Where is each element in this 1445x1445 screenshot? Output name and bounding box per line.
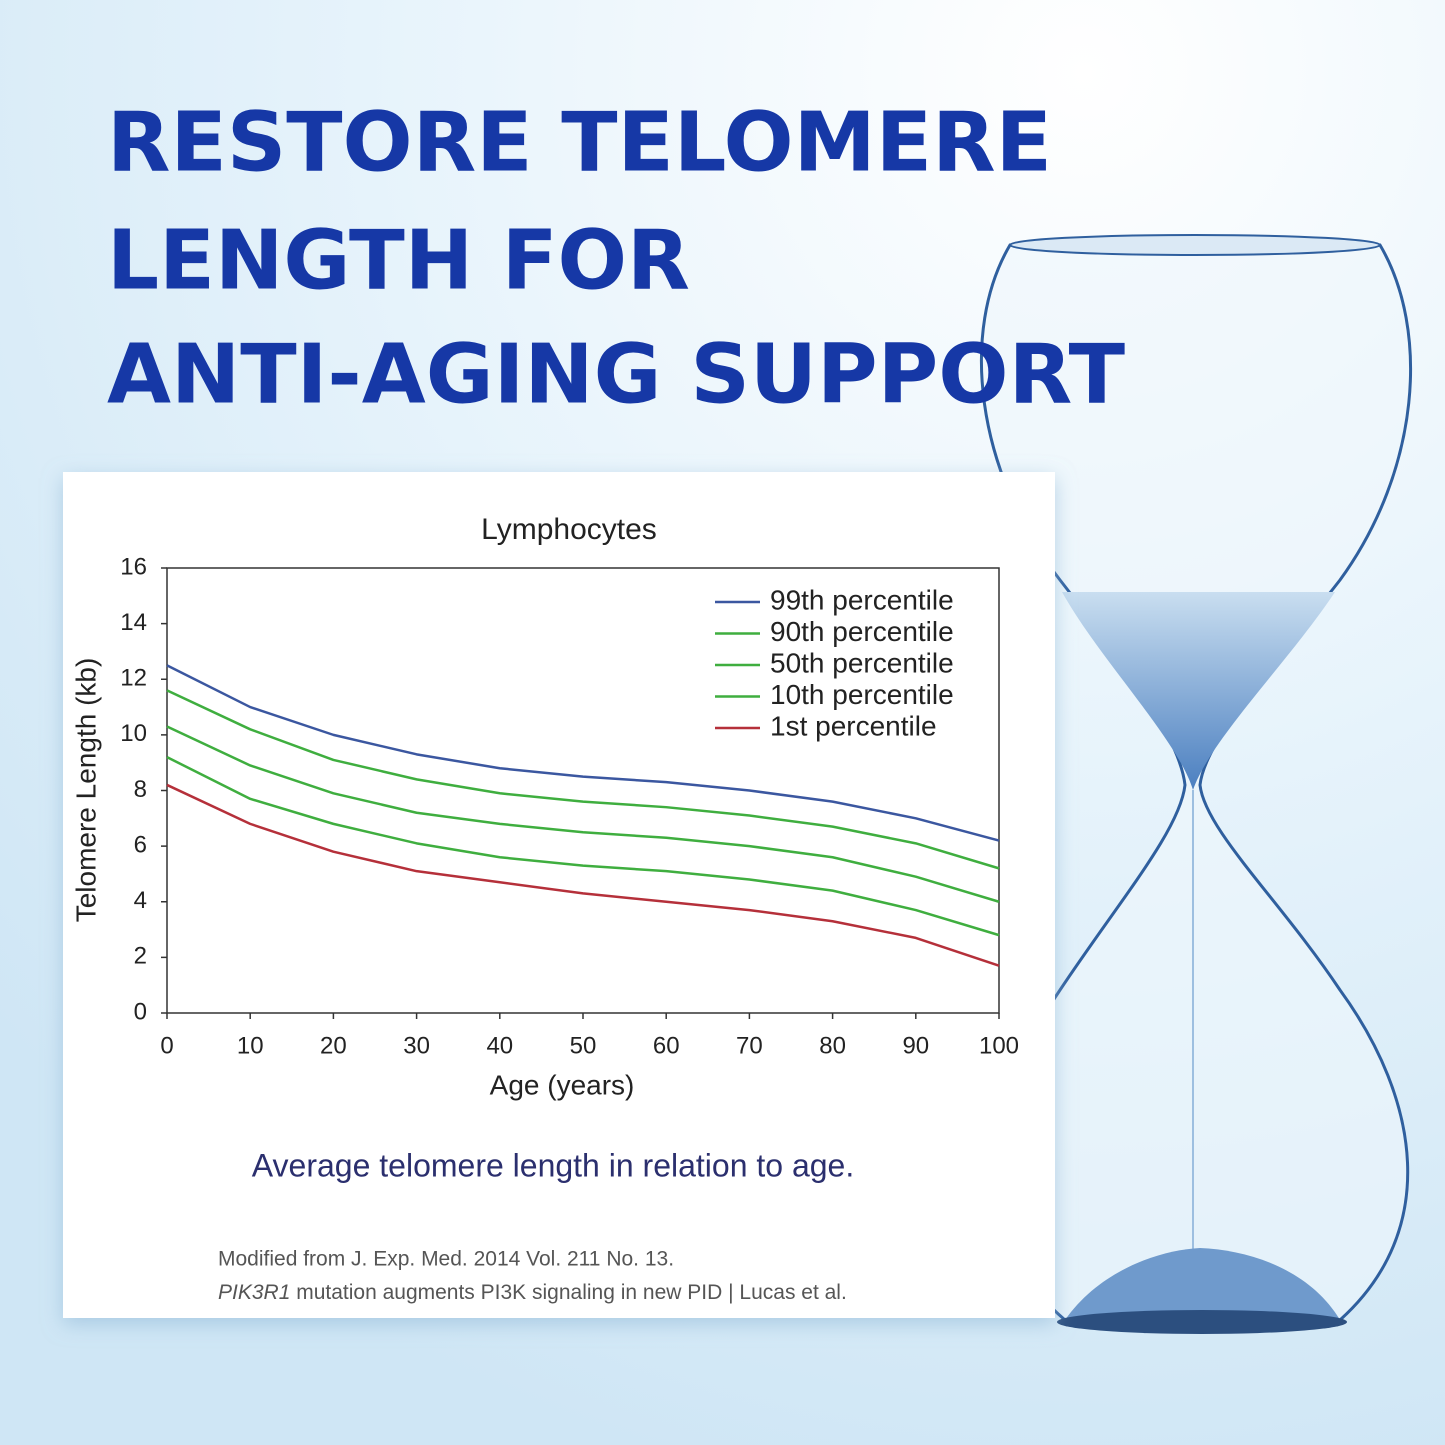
- y-tick-label: 0: [134, 998, 147, 1025]
- y-tick-label: 6: [134, 831, 147, 858]
- series-line: [166, 689, 1000, 870]
- sand-bottom: [1065, 1248, 1340, 1320]
- x-tick-label: 100: [979, 1032, 1019, 1059]
- caption: Average telomere length in relation to a…: [252, 1147, 854, 1183]
- x-tick-label: 0: [160, 1032, 173, 1059]
- y-tick-label: 4: [134, 887, 147, 914]
- legend-label: 1st percentile: [770, 710, 937, 741]
- x-tick-label: 20: [320, 1032, 347, 1059]
- x-tick-label: 80: [819, 1032, 846, 1059]
- legend-label: 99th percentile: [770, 584, 954, 615]
- y-tick-label: 8: [134, 776, 147, 803]
- citation: PIK3R1 mutation augments PI3K signaling …: [218, 1281, 847, 1304]
- citation-text: mutation augments PI3K signaling in new …: [290, 1281, 846, 1304]
- y-axis-label: Telomere Length (kb): [70, 658, 101, 923]
- headline-line: LENGTH FOR: [107, 213, 690, 308]
- x-tick-label: 60: [653, 1032, 680, 1059]
- x-tick-label: 10: [237, 1032, 264, 1059]
- x-tick-label: 90: [902, 1032, 929, 1059]
- hourglass: [980, 234, 1413, 1334]
- y-tick-label: 12: [120, 665, 147, 692]
- legend-label: 10th percentile: [770, 679, 954, 710]
- x-tick-label: 50: [570, 1032, 597, 1059]
- y-tick-label: 2: [134, 943, 147, 970]
- headline: RESTORE TELOMERE LENGTH FOR ANTI-AGING S…: [107, 95, 1125, 422]
- card: [63, 472, 1055, 1318]
- x-axis-label: Age (years): [490, 1069, 635, 1100]
- legend-label: 50th percentile: [770, 647, 954, 678]
- y-tick-label: 14: [120, 609, 147, 636]
- headline-line: ANTI-AGING SUPPORT: [107, 327, 1125, 422]
- series-line: [166, 725, 1000, 903]
- series-line: [166, 756, 1000, 937]
- sand-top: [1062, 592, 1335, 790]
- y-tick-label: 16: [120, 553, 147, 580]
- y-tick-label: 10: [120, 720, 147, 747]
- series-line: [166, 783, 1000, 967]
- x-tick-label: 40: [486, 1032, 513, 1059]
- citation: Modified from J. Exp. Med. 2014 Vol. 211…: [218, 1248, 674, 1271]
- series-line: [166, 664, 1000, 842]
- rim-top: [1009, 234, 1381, 256]
- legend-label: 90th percentile: [770, 616, 954, 647]
- x-tick-label: 30: [403, 1032, 430, 1059]
- citation-gene: PIK3R1: [218, 1281, 290, 1304]
- base: [1057, 1310, 1347, 1334]
- chart-card: Lymphocytes Age (years) Telomere Length …: [63, 472, 1055, 1318]
- x-tick-label: 70: [736, 1032, 763, 1059]
- chart-title: Lymphocytes: [481, 513, 657, 546]
- headline-line: RESTORE TELOMERE: [107, 95, 1052, 190]
